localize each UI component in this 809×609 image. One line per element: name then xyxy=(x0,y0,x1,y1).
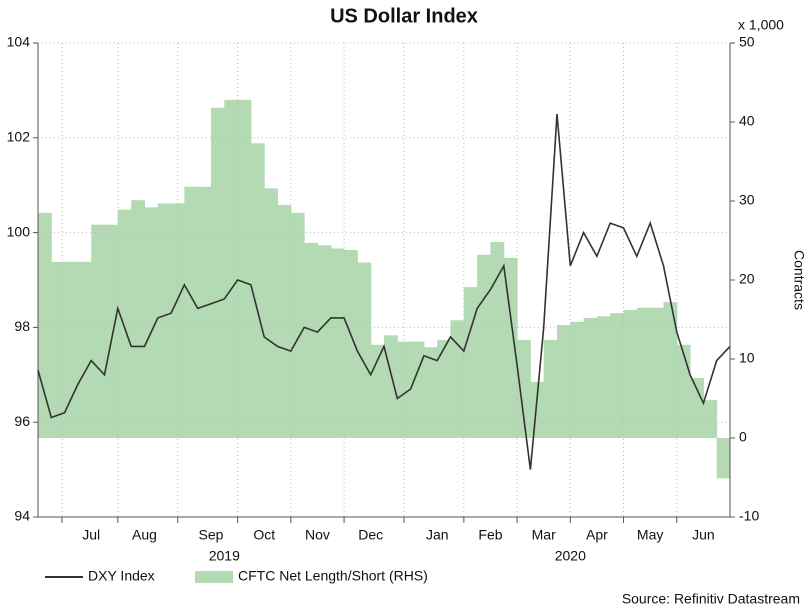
y-tick-label: 96 xyxy=(14,413,30,429)
x-tick-label: Nov xyxy=(305,527,330,543)
y-tick-label: 98 xyxy=(14,318,30,334)
y-tick-label: 104 xyxy=(7,34,31,50)
area-step xyxy=(91,224,106,438)
area-step xyxy=(437,340,452,438)
area-step xyxy=(463,287,478,438)
area-step xyxy=(171,203,185,438)
y-tick-label: 100 xyxy=(7,223,31,239)
y2-unit: x 1,000 xyxy=(738,17,784,33)
x-tick-label: Aug xyxy=(132,527,157,543)
y-tick-label: 94 xyxy=(14,508,30,524)
area-step xyxy=(330,248,345,438)
area-step xyxy=(423,347,438,438)
area-step xyxy=(610,313,625,438)
area-step xyxy=(570,321,585,438)
area-step xyxy=(690,377,704,438)
area-step xyxy=(623,310,638,438)
area-step xyxy=(77,261,92,438)
area-step xyxy=(304,242,318,438)
area-step xyxy=(277,204,292,438)
legend-label: DXY Index xyxy=(88,568,155,584)
x-tick-label: Feb xyxy=(478,527,502,543)
x-tick-label: Mar xyxy=(532,527,556,543)
area-step xyxy=(450,320,465,438)
area-step xyxy=(290,212,305,438)
area-step xyxy=(317,245,332,438)
area-step xyxy=(596,316,611,438)
area-step xyxy=(397,341,412,438)
area-step xyxy=(676,344,691,438)
area-step xyxy=(197,186,212,438)
x-tick-label: May xyxy=(637,527,663,543)
legend-swatch xyxy=(195,571,233,583)
x-tick-label: Sep xyxy=(199,527,224,543)
area-step xyxy=(144,207,159,438)
area-step xyxy=(583,317,598,438)
legend-label: CFTC Net Length/Short (RHS) xyxy=(238,568,428,584)
area-step xyxy=(716,438,731,479)
area-step xyxy=(410,341,425,438)
area-step xyxy=(490,242,505,438)
line-series xyxy=(37,114,731,470)
y2-axis-label: Contracts xyxy=(791,250,807,310)
y2-tick-label: 20 xyxy=(739,271,755,287)
area-step xyxy=(357,262,372,438)
y2-tick-label: 40 xyxy=(739,113,755,129)
area-step xyxy=(51,261,66,438)
y2-tick-label: -10 xyxy=(739,508,759,524)
area-step xyxy=(237,99,252,438)
chart-title: US Dollar Index xyxy=(330,5,478,27)
x-tick-label: Jan xyxy=(426,527,449,543)
area-step xyxy=(344,249,358,438)
area-step xyxy=(543,340,558,438)
area-step xyxy=(264,188,279,438)
area-step xyxy=(224,99,239,438)
area-step xyxy=(703,400,718,438)
area-step xyxy=(117,209,132,438)
area-step xyxy=(650,307,664,438)
x-tick-label: Oct xyxy=(253,527,275,543)
area-step xyxy=(104,224,119,438)
y-tick-label: 102 xyxy=(7,129,31,145)
area-step xyxy=(250,143,265,438)
area-step xyxy=(663,302,678,438)
year-label: 2019 xyxy=(209,548,240,564)
x-tick-label: Jul xyxy=(82,527,100,543)
area-step xyxy=(530,381,545,438)
area-step xyxy=(157,203,172,438)
year-label: 2020 xyxy=(555,548,586,564)
x-tick-label: Jun xyxy=(692,527,715,543)
area-step xyxy=(503,257,518,438)
source: Source: Refinitiv Datastream xyxy=(622,591,800,607)
area-step xyxy=(131,200,145,438)
area-step xyxy=(557,325,571,438)
y2-tick-label: 30 xyxy=(739,192,755,208)
y2-tick-label: 0 xyxy=(739,429,747,445)
x-tick-label: Apr xyxy=(586,527,608,543)
area-step xyxy=(64,261,79,438)
area-step xyxy=(38,212,52,438)
y2-tick-label: 10 xyxy=(739,350,755,366)
y2-tick-label: 50 xyxy=(739,34,755,50)
area-step xyxy=(211,107,225,438)
x-tick-label: Dec xyxy=(358,527,383,543)
area-step xyxy=(636,307,651,438)
area-step xyxy=(184,186,199,438)
area-step xyxy=(517,340,531,438)
area-step xyxy=(477,254,491,438)
